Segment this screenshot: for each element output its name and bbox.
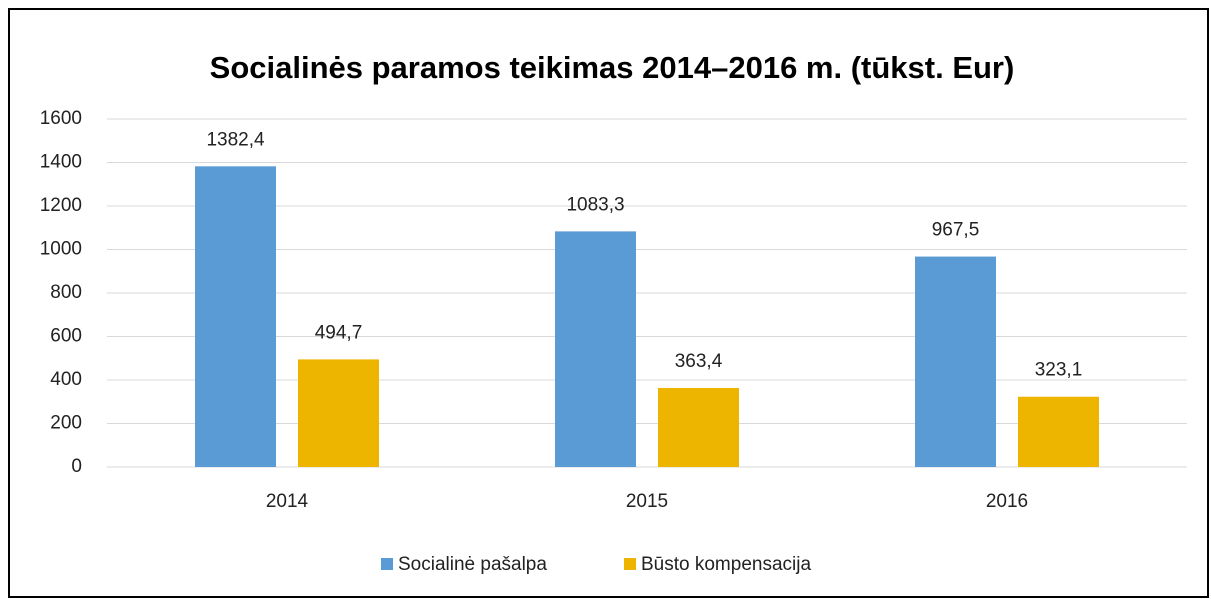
legend-label: Būsto kompensacija [641,554,811,575]
x-tick-label: 2016 [986,491,1028,512]
y-tick-label: 800 [50,282,82,303]
x-tick-label: 2015 [626,491,668,512]
data-label: 1083,3 [566,194,624,215]
bar [555,231,636,467]
chart-title: Socialinės paramos teikimas 2014–2016 m.… [210,50,1015,85]
y-tick-label: 1200 [40,195,82,216]
data-label: 967,5 [932,220,980,241]
bar [298,359,379,467]
data-label: 494,7 [315,322,363,343]
y-tick-label: 400 [50,369,82,390]
bar [915,256,996,467]
y-tick-label: 1400 [40,152,82,173]
y-tick-label: 200 [50,413,82,434]
data-label: 363,4 [675,351,723,372]
bar [658,387,739,467]
y-tick-label: 1600 [40,108,82,129]
legend-label: Socialinė pašalpa [398,554,547,575]
legend-swatch [624,558,636,570]
y-tick-label: 1000 [40,239,82,260]
bar [195,166,276,467]
data-label: 323,1 [1035,360,1083,381]
data-label: 1382,4 [206,129,265,150]
y-tick-label: 0 [71,456,82,477]
y-tick-label: 600 [50,326,82,347]
bar [1018,396,1099,467]
legend-swatch [381,558,393,570]
x-tick-label: 2014 [266,491,309,512]
